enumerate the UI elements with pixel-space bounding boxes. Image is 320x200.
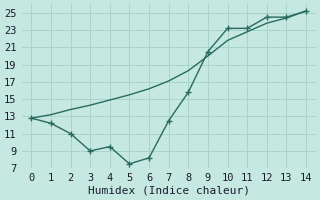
X-axis label: Humidex (Indice chaleur): Humidex (Indice chaleur) (88, 186, 250, 196)
